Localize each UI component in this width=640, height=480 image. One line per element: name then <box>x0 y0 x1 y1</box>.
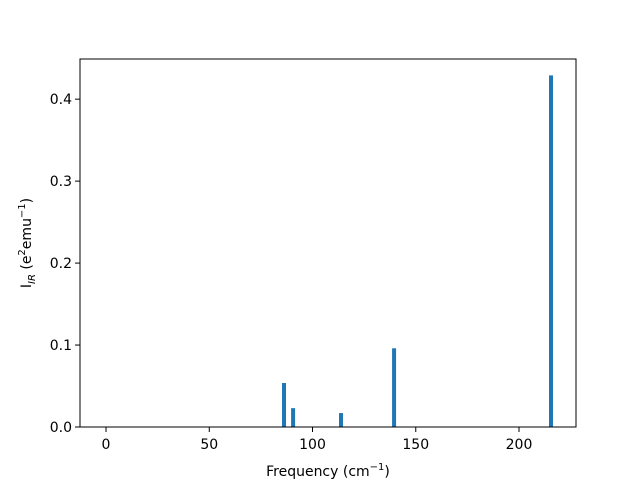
bar <box>392 348 397 427</box>
x-tick-label: 100 <box>299 437 326 453</box>
bar <box>282 382 287 427</box>
y-tick-label: 0.2 <box>50 256 72 272</box>
y-tick-label: 0.3 <box>50 174 72 190</box>
y-axis-label: IIR (e2emu−1) <box>17 198 38 288</box>
bar <box>291 408 296 427</box>
y-label-sup: 2 <box>17 249 28 255</box>
y-tick-label: 0.0 <box>50 420 72 436</box>
x-tick-label: 0 <box>102 437 111 453</box>
y-label-sup: −1 <box>17 203 28 218</box>
x-label-part: ) <box>384 464 389 480</box>
x-label-part: Frequency (cm <box>266 464 370 480</box>
bar <box>549 75 554 428</box>
y-label-part: ) <box>19 198 35 203</box>
y-label-part: emu <box>19 218 35 249</box>
x-tick-label: 50 <box>200 437 218 453</box>
y-label-part: (e <box>19 256 35 275</box>
y-label-sub: IR <box>27 274 38 284</box>
x-label-sup: −1 <box>370 462 385 473</box>
y-label-part: I <box>19 284 35 288</box>
x-tick-label: 200 <box>506 437 533 453</box>
y-tick-label: 0.1 <box>50 338 72 354</box>
bar <box>339 413 344 427</box>
x-axis-label: Frequency (cm−1) <box>266 462 390 480</box>
plot-frame <box>79 58 577 428</box>
y-tick-label: 0.4 <box>50 92 72 108</box>
x-tick-label: 150 <box>402 437 429 453</box>
